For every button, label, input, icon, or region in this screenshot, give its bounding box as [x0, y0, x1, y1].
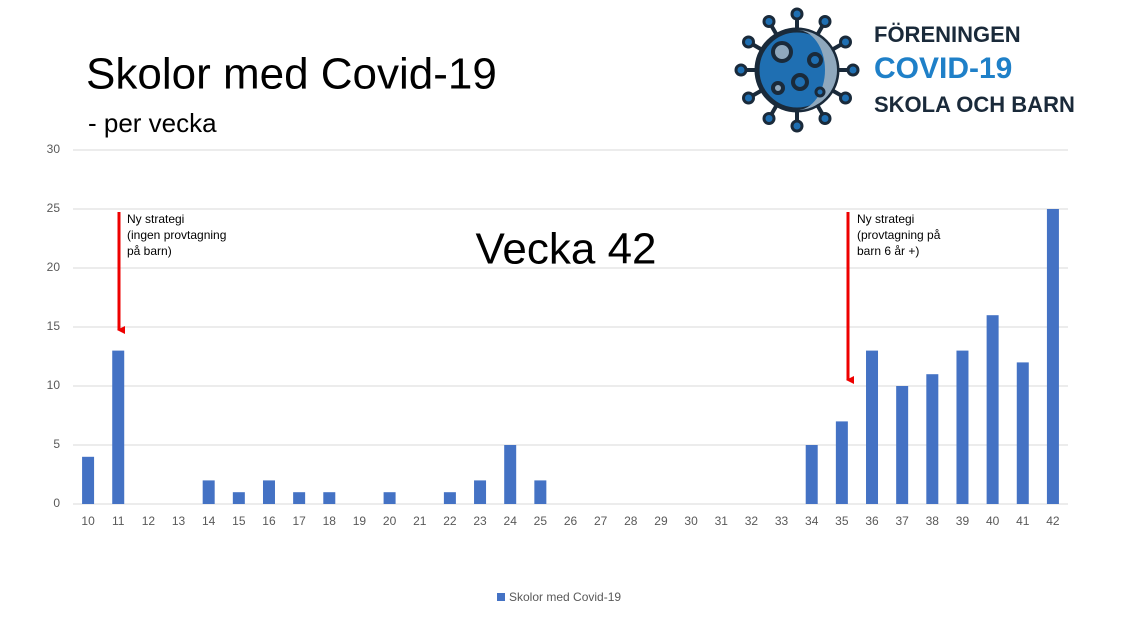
x-tick-label: 37	[895, 514, 909, 528]
bar	[293, 492, 306, 504]
x-tick-label: 25	[534, 514, 548, 528]
x-tick-label: 39	[956, 514, 970, 528]
y-tick-label: 10	[47, 378, 61, 392]
annotation-text: Ny strategi	[127, 212, 184, 226]
logo-text: SKOLA OCH BARN	[874, 92, 1075, 117]
x-tick-label: 13	[172, 514, 186, 528]
x-tick-label: 22	[443, 514, 457, 528]
bar	[956, 350, 969, 504]
x-tick-label: 16	[262, 514, 276, 528]
logo-text: FÖRENINGEN	[874, 22, 1021, 47]
bar	[504, 445, 517, 504]
logo-spike-tip	[838, 35, 852, 49]
y-tick-label: 25	[47, 201, 61, 215]
x-tick-label: 21	[413, 514, 427, 528]
bar	[926, 374, 939, 504]
bar	[82, 456, 95, 504]
logo-icon	[734, 7, 860, 133]
x-tick-label: 15	[232, 514, 246, 528]
legend-label: Skolor med Covid-19	[509, 590, 621, 604]
x-tick-label: 42	[1046, 514, 1060, 528]
bar	[474, 480, 487, 504]
logo-spike-tip	[790, 119, 804, 133]
logo-spike-tip	[846, 63, 860, 77]
bar	[202, 480, 215, 504]
bar	[896, 386, 909, 504]
x-tick-label: 40	[986, 514, 1000, 528]
legend-swatch	[497, 593, 505, 601]
bar	[383, 492, 396, 504]
x-tick-label: 32	[745, 514, 759, 528]
chart-title: Skolor med Covid-19	[86, 50, 497, 99]
y-tick-label: 15	[47, 319, 61, 333]
bar	[232, 492, 245, 504]
x-tick-label: 34	[805, 514, 819, 528]
bar	[835, 421, 848, 504]
logo-spike-tip	[838, 91, 852, 105]
bar	[805, 445, 818, 504]
x-tick-label: 31	[715, 514, 729, 528]
bar	[1016, 362, 1029, 504]
y-tick-label: 20	[47, 260, 61, 274]
x-tick-label: 12	[142, 514, 156, 528]
y-tick-label: 30	[47, 142, 61, 156]
chart-subtitle: - per vecka	[88, 108, 217, 138]
logo-spike-tip	[818, 15, 832, 29]
x-tick-label: 36	[865, 514, 879, 528]
x-tick-label: 18	[323, 514, 337, 528]
logo-spike-tip	[762, 15, 776, 29]
bar	[323, 492, 336, 504]
bar	[443, 492, 456, 504]
logo-spike-tip	[742, 91, 756, 105]
x-tick-label: 30	[684, 514, 698, 528]
x-tick-label: 11	[112, 514, 125, 528]
y-tick-label: 0	[53, 496, 60, 510]
bar	[112, 350, 125, 504]
logo-spike-tip	[762, 111, 776, 125]
x-tick-label: 33	[775, 514, 789, 528]
bar	[866, 350, 879, 504]
x-tick-label: 41	[1016, 514, 1030, 528]
x-tick-label: 35	[835, 514, 849, 528]
y-tick-label: 5	[53, 437, 60, 451]
x-tick-label: 14	[202, 514, 216, 528]
x-tick-label: 19	[353, 514, 367, 528]
x-tick-label: 38	[926, 514, 940, 528]
bar	[262, 480, 275, 504]
annotation-text: barn 6 år +)	[857, 244, 919, 258]
x-tick-label: 24	[504, 514, 518, 528]
x-tick-label: 29	[654, 514, 668, 528]
logo-spike-tip	[734, 63, 748, 77]
x-tick-label: 26	[564, 514, 578, 528]
annotation-text: Ny strategi	[857, 212, 914, 226]
x-tick-label: 17	[292, 514, 306, 528]
x-tick-label: 23	[473, 514, 487, 528]
x-tick-label: 28	[624, 514, 638, 528]
bar	[986, 315, 999, 504]
bar	[1046, 209, 1059, 504]
x-tick-label: 10	[81, 514, 95, 528]
annotation-text: på barn)	[127, 244, 172, 258]
logo-spike-tip	[742, 35, 756, 49]
logo-spike-tip	[790, 7, 804, 21]
x-tick-label: 27	[594, 514, 608, 528]
annotation-text: (provtagning på	[857, 228, 941, 242]
x-tick-label: 20	[383, 514, 397, 528]
overlay-text: Vecka 42	[475, 225, 656, 274]
bar	[534, 480, 547, 504]
annotation-text: (ingen provtagning	[127, 228, 226, 242]
logo-text: COVID-19	[874, 52, 1012, 85]
logo-spike-tip	[818, 111, 832, 125]
